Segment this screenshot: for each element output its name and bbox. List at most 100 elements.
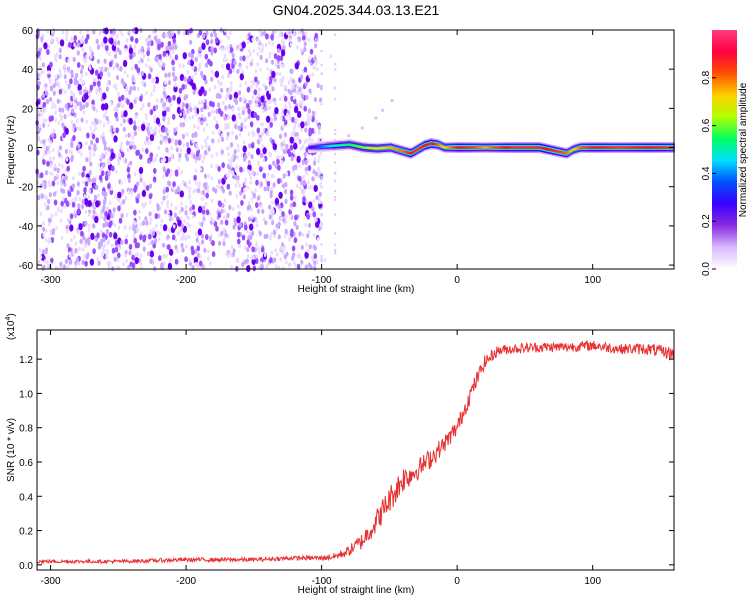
noise-blob: [137, 60, 141, 65]
noise-blob: [49, 229, 53, 234]
noise-blob: [193, 124, 196, 129]
noise-blob: [198, 46, 202, 52]
noise-blob: [179, 228, 183, 233]
signal-cell: [558, 150, 561, 154]
noise-blob: [218, 201, 222, 208]
noise-blob: [270, 173, 274, 179]
noise-blob: [84, 243, 88, 248]
noise-blob: [101, 67, 105, 72]
noise-blob: [170, 202, 173, 207]
noise-blob: [297, 110, 302, 119]
noise-blob: [210, 110, 214, 115]
noise-blob: [133, 78, 137, 83]
noise-blob: [305, 94, 309, 101]
noise-blob: [54, 110, 57, 115]
noise-blob: [42, 221, 45, 226]
noise-blob: [333, 252, 337, 255]
noise-blob: [275, 264, 278, 269]
noise-blob: [155, 153, 159, 158]
noise-blob: [143, 203, 146, 208]
noise-blob: [77, 203, 81, 209]
noise-blob: [182, 232, 185, 237]
noise-blob: [140, 123, 146, 132]
noise-blob: [105, 45, 109, 52]
noise-blob: [204, 141, 208, 147]
noise-blob: [270, 231, 274, 236]
noise-blob: [129, 102, 134, 110]
noise-blob: [100, 214, 103, 220]
noise-blob: [168, 45, 172, 51]
noise-blob: [138, 215, 141, 220]
noise-blob: [197, 228, 203, 236]
noise-blob: [238, 183, 241, 188]
noise-blob: [240, 153, 244, 158]
noise-blob: [122, 118, 126, 124]
noise-blob: [152, 159, 155, 164]
noise-blob: [269, 121, 274, 128]
noise-blob: [91, 146, 95, 151]
noise-blob: [299, 186, 302, 191]
signal-cell: [641, 146, 644, 149]
signal-cell: [381, 146, 384, 150]
noise-blob: [81, 35, 85, 40]
y-tick-label: 40: [22, 65, 34, 76]
noise-blob: [305, 199, 309, 205]
noise-blob: [49, 163, 53, 168]
noise-blob: [167, 227, 171, 232]
signal-cell: [319, 145, 322, 148]
noise-blob: [252, 48, 256, 53]
noise-blob: [185, 141, 190, 148]
noise-blob: [271, 200, 274, 205]
noise-blob: [107, 183, 111, 190]
noise-blob: [87, 227, 91, 232]
noise-blob: [45, 228, 48, 233]
noise-blob: [257, 39, 260, 44]
noise-blob: [196, 146, 200, 151]
noise-blob: [278, 133, 283, 139]
noise-blob: [54, 212, 58, 217]
signal-cell: [391, 146, 394, 150]
noise-blob: [66, 66, 70, 72]
noise-blob: [156, 206, 160, 212]
y-tick-label: 0.0: [19, 561, 33, 572]
noise-blob: [153, 167, 157, 174]
noise-blob: [205, 234, 209, 240]
noise-blob: [308, 56, 311, 61]
signal-cell: [360, 145, 363, 149]
noise-blob: [256, 171, 259, 176]
noise-blob: [153, 119, 156, 124]
noise-blob: [298, 164, 302, 169]
signal-cell: [665, 146, 669, 149]
signal-cell: [656, 146, 659, 149]
spectrogram-x-axis: -300 -200 -100 0 100: [41, 30, 601, 286]
noise-blob: [107, 239, 111, 244]
noise-blob: [228, 190, 232, 196]
noise-blob: [266, 93, 271, 101]
noise-blob: [289, 68, 293, 74]
noise-blob: [296, 263, 301, 270]
noise-blob: [175, 147, 179, 153]
noise-blob: [200, 120, 204, 126]
noise-blob: [186, 147, 191, 155]
noise-blob: [102, 92, 107, 100]
noise-blob: [146, 37, 150, 42]
noise-blob: [147, 57, 150, 62]
noise-blob: [276, 71, 279, 76]
noise-blob: [90, 232, 95, 240]
noise-blob: [52, 90, 56, 96]
noise-blob: [45, 99, 50, 105]
noise-blob: [88, 66, 92, 71]
noise-blob: [307, 108, 312, 114]
signal-cell: [436, 143, 439, 146]
signal-cell: [519, 146, 522, 149]
noise-blob: [99, 71, 103, 78]
noise-blob: [59, 39, 65, 47]
noise-blob: [258, 230, 262, 237]
noise-blob: [131, 135, 135, 140]
noise-blob: [237, 125, 241, 131]
noise-blob: [224, 232, 228, 238]
noise-blob: [270, 59, 275, 65]
noise-blob: [151, 230, 155, 236]
noise-blob: [42, 92, 46, 99]
